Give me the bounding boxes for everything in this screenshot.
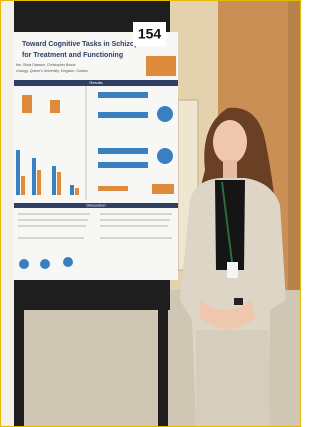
photo: Toward Cognitive Tasks in Schizophrenia:… [0, 0, 301, 427]
poster-bar [52, 166, 56, 195]
section-title: Discussion [86, 203, 105, 208]
poster-bar [37, 170, 41, 195]
badge [227, 262, 238, 278]
board-leg [14, 300, 24, 427]
trousers [196, 330, 270, 427]
diagram-box [98, 92, 148, 98]
watch [234, 298, 243, 305]
diagram-box [98, 186, 128, 191]
poster-bar [57, 172, 61, 195]
poster-bar [16, 150, 20, 195]
poster-bar [22, 95, 32, 113]
board-leg [158, 300, 168, 427]
face [213, 120, 247, 164]
poster-bar [32, 158, 36, 195]
logo [146, 56, 176, 76]
poster-affiliation: chology, Queen's University, Kingston, O… [16, 69, 88, 73]
diagram-node [157, 148, 173, 164]
section-title: Results [89, 80, 102, 85]
top [215, 180, 245, 270]
poster-bar [21, 176, 25, 195]
poster-bar [70, 185, 74, 195]
poster-authors: ble, Olivia Dawson, Christopher Bowie [16, 63, 76, 67]
diagram-node [157, 106, 173, 122]
diagram-box [98, 112, 148, 118]
poster-bar [50, 100, 60, 113]
booth-number: 154 [138, 26, 162, 42]
diagram-box [152, 184, 174, 194]
frame-left [0, 0, 14, 427]
poster-bar [75, 188, 79, 195]
wood-edge [288, 0, 301, 300]
diagram-box [98, 148, 148, 154]
diagram-box [98, 162, 148, 168]
poster-title: for Treatment and Functioning [22, 52, 123, 59]
neck [223, 160, 237, 180]
